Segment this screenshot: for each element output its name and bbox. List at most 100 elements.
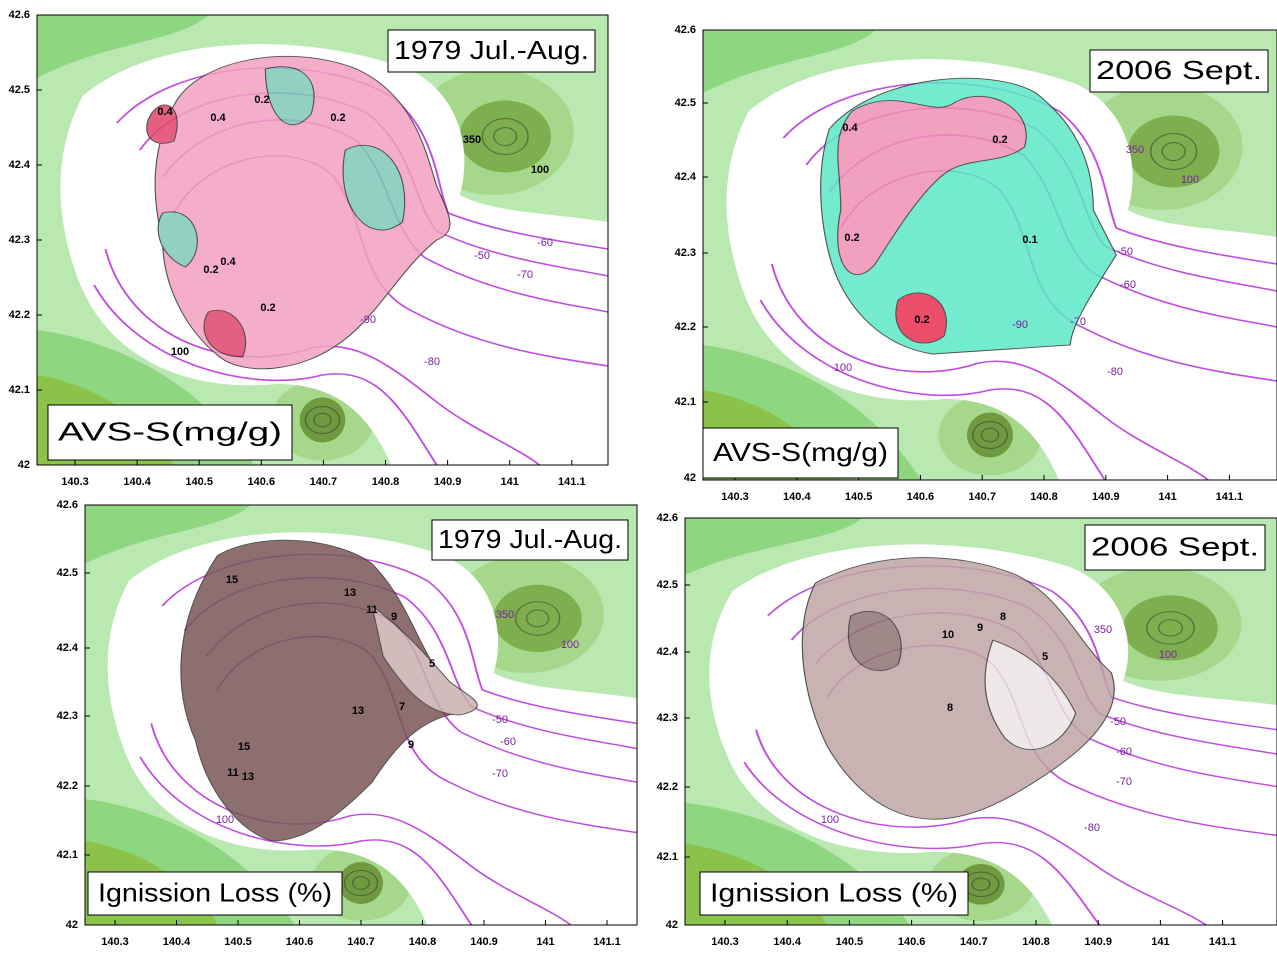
contour-label: -60 [1120,279,1136,291]
x-tick-label: 140.4 [163,936,191,948]
contour-label: -50 [1117,246,1133,258]
contour-label: 13 [344,587,356,599]
contour-label: 8 [1000,611,1006,623]
y-tick-label: 42.5 [675,97,696,109]
x-tick-label: 140.8 [372,476,400,488]
contour-label: 350 [463,134,481,146]
x-tick-label: 140.7 [968,491,996,503]
y-tick-label: 42.4 [57,642,79,654]
data-overlay [146,55,451,370]
contour-label: 13 [352,705,364,717]
contour-label: -50 [1110,716,1126,728]
x-tick-label: 140.9 [1092,491,1120,503]
x-tick-label: 141 [1158,491,1176,503]
y-tick-label: 42.5 [9,84,30,96]
contour-label: -60 [500,736,516,748]
contour-label: 350 [1126,144,1144,156]
contour-label: -70 [1116,776,1132,788]
title-box [387,29,596,73]
contour-label: 5 [1042,651,1048,663]
y-tick-label: 42.2 [675,321,696,333]
x-tick-label: 140.6 [898,936,926,948]
contour-label: 0.4 [220,256,236,268]
x-tick-label: 141 [536,936,554,948]
y-tick-label: 42.6 [57,499,78,511]
label-box [699,871,969,916]
x-tick-label: 140.4 [123,476,151,488]
contour-label: 100 [531,164,549,176]
contour-label: 350 [496,609,514,621]
y-tick-label: 42.4 [675,171,697,183]
y-tick-label: 42.5 [57,567,78,579]
y-tick-label: 42.2 [657,781,678,793]
contour-label: 100 [1181,174,1199,186]
x-tick-label: 140.9 [434,476,462,488]
map-panel: 10 9 8 5 8 350 100 -50 -60 -70 -80 100 140.3 140.4 140… [657,512,1277,948]
contour-label: 100 [821,814,839,826]
x-tick-label: 141 [501,476,519,488]
panel-label: Ignission Loss (%) [710,877,958,907]
contour-label: 0.2 [992,134,1007,146]
plot-frame [702,29,1277,481]
x-tick-label: 140.4 [783,491,811,503]
y-tick-label: 42.3 [57,710,78,722]
x-tick-label: 140.8 [1022,936,1050,948]
contour-label: 0.2 [330,112,345,124]
x-tick-label: 140.9 [1084,936,1112,948]
panel-label: Ignission Loss (%) [98,877,332,907]
x-tick-label: 141.1 [558,476,586,488]
y-tick-label: 42 [684,472,696,484]
y-tick-label: 42 [66,919,78,931]
panel-title: 1979 Jul.-Aug. [394,35,589,65]
contour-label: 7 [399,701,405,713]
contour-label: 5 [429,658,435,670]
y-tick-label: 42 [666,919,678,931]
y-tick-label: 42.6 [9,9,30,21]
map-panel: 0.4 0.2 0.2 0.1 0.2 350 100 -50 -60 -70 -90 -80 100 1… [675,24,1277,503]
x-tick-label: 140.5 [845,491,873,503]
x-tick-label: 140.9 [470,936,498,948]
x-tick-label: 140.5 [185,476,213,488]
x-tick-label: 141.1 [1216,491,1244,503]
x-tick-label: 140.6 [286,936,314,948]
x-tick-label: 140.6 [248,476,276,488]
y-tick-label: 42.3 [675,247,696,259]
x-tick-label: 140.3 [61,476,89,488]
y-tick-label: 42.4 [9,159,31,171]
contour-label: 100 [561,639,579,651]
contour-label: 0.4 [842,122,858,134]
contour-label: 9 [391,611,397,623]
contour-fill [837,95,1027,275]
y-tick-label: 42.6 [675,24,696,36]
y-tick-label: 42.5 [657,579,678,591]
contour-fill [180,539,467,842]
y-tick-label: 42.3 [9,234,30,246]
x-tick-label: 141 [1151,936,1169,948]
contour-label: 8 [947,702,953,714]
contour-label: 100 [1159,649,1177,661]
contour-label: 0.2 [260,302,275,314]
x-tick-label: 140.3 [711,936,739,948]
contour-fill [895,292,947,344]
y-tick-label: 42 [18,459,30,471]
contour-label: 13 [242,771,254,783]
contour-label: 9 [408,739,414,751]
contour-fill [157,66,406,268]
contour-fill [847,610,902,672]
label-box [47,404,293,461]
plot-frame [684,517,1277,926]
contour-label: 100 [171,346,189,358]
panel-title: 2006 Sept. [1096,55,1262,85]
contour-fill [154,55,451,370]
contour-label: -80 [1107,366,1123,378]
contour-label: 0.4 [210,112,226,124]
x-tick-label: 140.4 [773,936,801,948]
y-tick-label: 42.1 [657,851,678,863]
x-tick-label: 141.1 [593,936,621,948]
panel-label: AVS-S(mg/g) [713,437,888,467]
contour-label: 0.2 [203,264,218,276]
contour-label: -80 [1084,822,1100,834]
data-overlay [180,539,478,842]
y-tick-label: 42.2 [57,780,78,792]
